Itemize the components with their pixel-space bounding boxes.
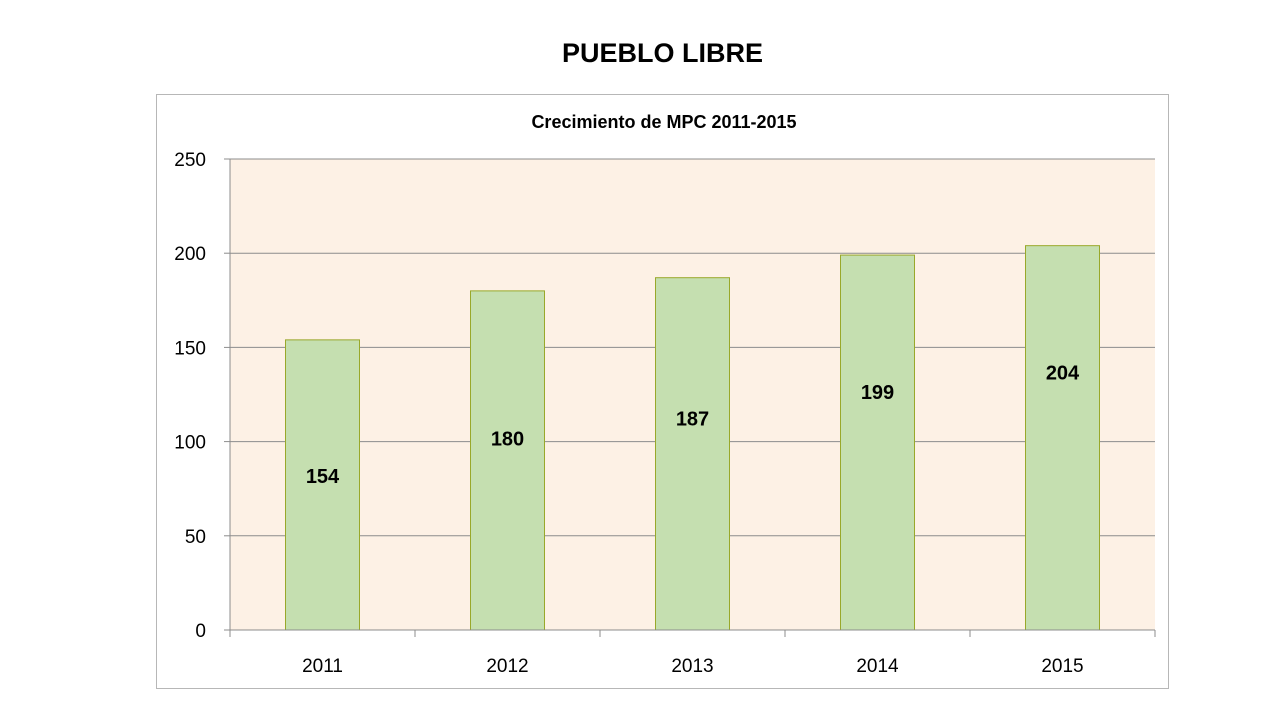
bar-2015 bbox=[1026, 246, 1100, 630]
x-tick-label: 2015 bbox=[1041, 656, 1083, 677]
x-tick-label: 2012 bbox=[486, 656, 528, 677]
y-tick-label: 150 bbox=[174, 338, 206, 359]
data-label: 154 bbox=[306, 466, 340, 488]
y-tick-label: 50 bbox=[185, 527, 206, 548]
data-label: 199 bbox=[861, 382, 894, 404]
y-tick-label: 0 bbox=[195, 621, 206, 642]
bar-2013 bbox=[656, 278, 730, 630]
x-tick-label: 2011 bbox=[302, 656, 343, 677]
data-label: 204 bbox=[1046, 362, 1080, 384]
y-tick-label: 100 bbox=[174, 433, 206, 454]
chart-title: Crecimiento de MPC 2011-2015 bbox=[531, 112, 796, 132]
data-label: 180 bbox=[491, 428, 524, 450]
data-label: 187 bbox=[676, 409, 709, 431]
x-tick-label: 2013 bbox=[671, 656, 713, 677]
bar-2014 bbox=[841, 255, 915, 630]
y-tick-label: 250 bbox=[174, 150, 206, 171]
y-tick-label: 200 bbox=[174, 244, 206, 265]
bar-2012 bbox=[471, 291, 545, 630]
x-tick-label: 2014 bbox=[856, 656, 899, 677]
